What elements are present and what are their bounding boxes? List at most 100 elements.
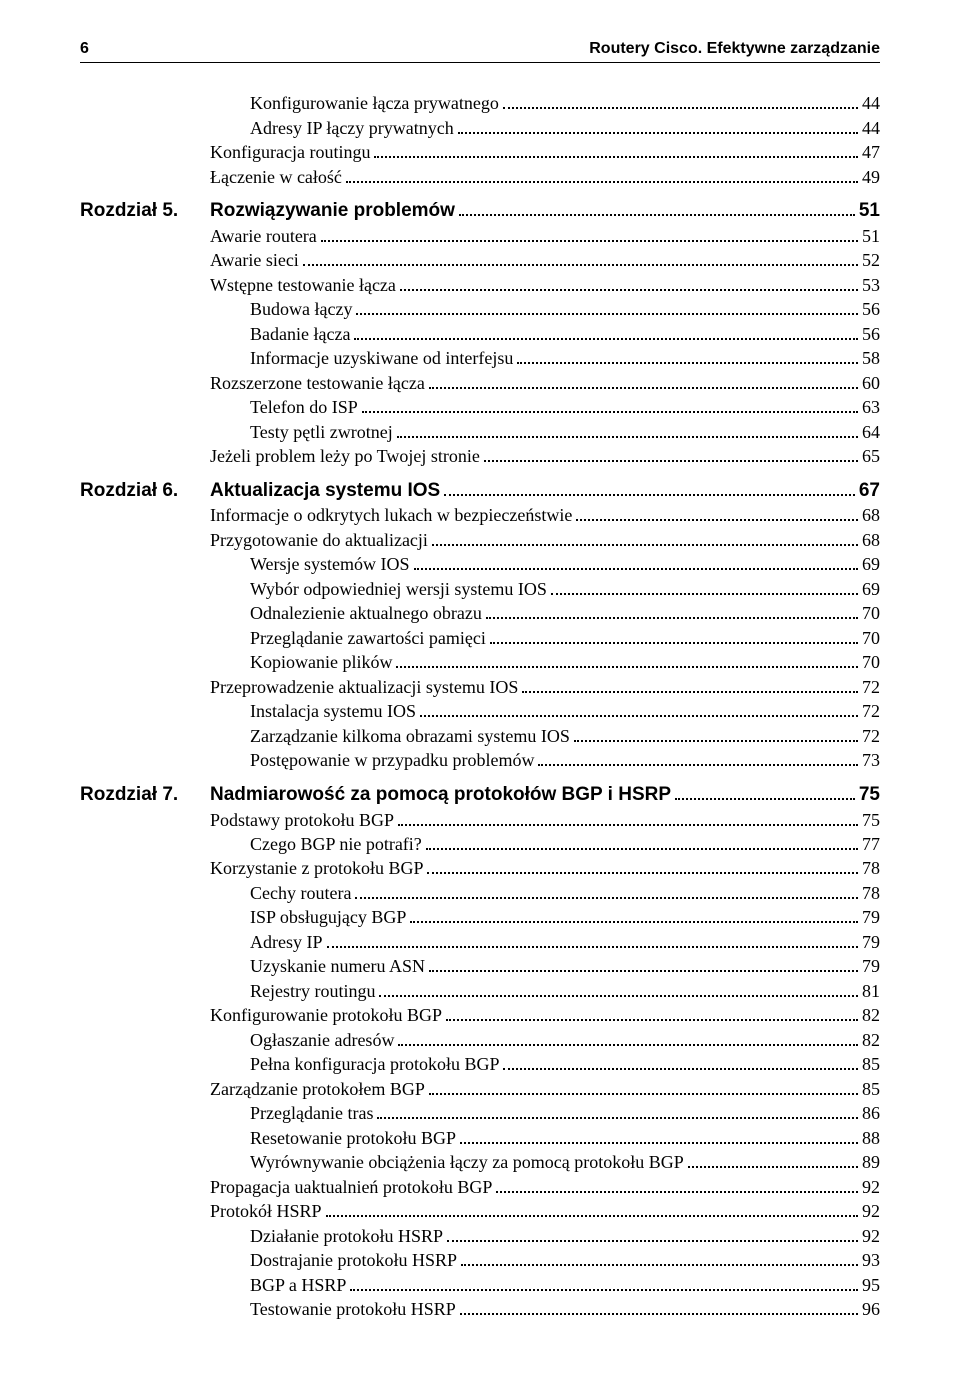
toc-row: Przygotowanie do aktualizacji 68: [210, 528, 880, 552]
toc-page: 75: [859, 782, 880, 808]
toc-row: ISP obsługujący BGP79: [250, 905, 880, 929]
toc-row: Czego BGP nie potrafi? 77: [250, 832, 880, 856]
toc-row: Protokół HSRP 92: [210, 1199, 880, 1223]
toc-leader-dots: [355, 881, 858, 899]
toc-page: 92: [862, 1199, 880, 1223]
toc-label: Budowa łączy: [250, 297, 352, 321]
chapter-prefix: Rozdział 5.: [80, 198, 210, 224]
toc-page: 53: [862, 273, 880, 297]
toc-label: Wstępne testowanie łącza: [210, 273, 396, 297]
toc-page: 56: [862, 322, 880, 346]
toc-page: 86: [862, 1101, 880, 1125]
toc-row: Jeżeli problem leży po Twojej stronie65: [210, 444, 880, 468]
toc-row: Rozdział 6.Aktualizacja systemu IOS67: [80, 477, 880, 504]
toc-leader-dots: [400, 273, 858, 291]
toc-label: Konfiguracja routingu: [210, 140, 370, 164]
toc-leader-dots: [484, 444, 858, 462]
toc-page: 69: [862, 577, 880, 601]
toc-label: Zarządzanie protokołem BGP: [210, 1077, 425, 1101]
toc-label: Czego BGP nie potrafi?: [250, 832, 422, 856]
toc-leader-dots: [414, 552, 858, 570]
toc-leader-dots: [460, 1297, 858, 1315]
toc-label: Instalacja systemu IOS: [250, 699, 416, 723]
toc-page: 93: [862, 1248, 880, 1272]
chapter-prefix: Rozdział 7.: [80, 782, 210, 808]
toc-label: Badanie łącza: [250, 322, 350, 346]
toc-label: Protokół HSRP: [210, 1199, 322, 1223]
chapter-body: Aktualizacja systemu IOS67: [210, 477, 880, 504]
toc-leader-dots: [444, 477, 855, 496]
toc-row: Resetowanie protokołu BGP88: [250, 1126, 880, 1150]
toc-row: Awarie routera51: [210, 224, 880, 248]
toc-page: 89: [862, 1150, 880, 1174]
table-of-contents: Konfigurowanie łącza prywatnego44 Adresy …: [80, 91, 880, 1321]
toc-label: Awarie sieci: [210, 248, 299, 272]
toc-page: 75: [862, 808, 880, 832]
toc-row: Testowanie protokołu HSRP96: [250, 1297, 880, 1321]
toc-leader-dots: [429, 1077, 858, 1095]
toc-page: 82: [862, 1003, 880, 1027]
toc-label: Jeżeli problem leży po Twojej stronie: [210, 444, 480, 468]
toc-label: Informacje o odkrytych lukach w bezpiecz…: [210, 503, 572, 527]
toc-row: Wstępne testowanie łącza 53: [210, 273, 880, 297]
toc-page: 78: [862, 881, 880, 905]
page-number: 6: [80, 40, 89, 58]
toc-leader-dots: [446, 1003, 858, 1021]
toc-page: 77: [862, 832, 880, 856]
toc-row: Pełna konfiguracja protokołu BGP85: [250, 1052, 880, 1076]
toc-label: Przeglądanie zawartości pamięci: [250, 626, 486, 650]
toc-leader-dots: [688, 1150, 858, 1168]
toc-page: 68: [862, 503, 880, 527]
toc-row: Telefon do ISP63: [250, 395, 880, 419]
toc-leader-dots: [432, 528, 858, 546]
toc-label: Rejestry routingu: [250, 979, 375, 1003]
toc-leader-dots: [354, 322, 858, 340]
toc-row: BGP a HSRP95: [250, 1273, 880, 1297]
toc-page: 95: [862, 1273, 880, 1297]
toc-leader-dots: [346, 164, 858, 182]
toc-leader-dots: [486, 601, 858, 619]
toc-label: Uzyskanie numeru ASN: [250, 954, 425, 978]
toc-page: 72: [862, 724, 880, 748]
toc-row: Postępowanie w przypadku problemów73: [250, 748, 880, 772]
toc-page: 67: [859, 478, 880, 504]
toc-row: Propagacja uaktualnień protokołu BGP92: [210, 1175, 880, 1199]
toc-row: Testy pętli zwrotnej64: [250, 420, 880, 444]
toc-leader-dots: [576, 503, 858, 521]
toc-leader-dots: [574, 724, 858, 742]
toc-page: 60: [862, 371, 880, 395]
toc-leader-dots: [538, 748, 858, 766]
toc-row: Odnalezienie aktualnego obrazu70: [250, 601, 880, 625]
toc-label: Podstawy protokołu BGP: [210, 808, 394, 832]
toc-leader-dots: [551, 577, 858, 595]
toc-label: Wersje systemów IOS: [250, 552, 410, 576]
toc-row: Łączenie w całość49: [210, 164, 880, 188]
toc-label: Zarządzanie kilkoma obrazami systemu IOS: [250, 724, 570, 748]
chapter-body: Nadmiarowość za pomocą protokołów BGP i …: [210, 781, 880, 808]
toc-row: Rozszerzone testowanie łącza 60: [210, 371, 880, 395]
toc-label: Testy pętli zwrotnej: [250, 420, 393, 444]
toc-row: Rozdział 7.Nadmiarowość za pomocą protok…: [80, 781, 880, 808]
toc-label: Dostrajanie protokołu HSRP: [250, 1248, 457, 1272]
toc-page: 44: [862, 91, 880, 115]
toc-leader-dots: [447, 1224, 858, 1242]
toc-label: Cechy routera: [250, 881, 351, 905]
toc-label: Przygotowanie do aktualizacji: [210, 528, 428, 552]
toc-page: 58: [862, 346, 880, 370]
toc-label: Rozszerzone testowanie łącza: [210, 371, 425, 395]
toc-leader-dots: [426, 832, 858, 850]
toc-leader-dots: [420, 699, 858, 717]
toc-page: 73: [862, 748, 880, 772]
toc-label: Awarie routera: [210, 224, 317, 248]
toc-label: Przeprowadzenie aktualizacji systemu IOS: [210, 675, 518, 699]
toc-label: Adresy IP: [250, 930, 323, 954]
toc-row: Konfigurowanie łącza prywatnego44: [250, 91, 880, 115]
toc-leader-dots: [459, 197, 855, 216]
toc-row: Zarządzanie protokołem BGP85: [210, 1077, 880, 1101]
toc-row: Badanie łącza 56: [250, 322, 880, 346]
toc-row: Adresy IP79: [250, 930, 880, 954]
toc-page: 68: [862, 528, 880, 552]
toc-page: 69: [862, 552, 880, 576]
toc-leader-dots: [326, 1199, 858, 1217]
toc-leader-dots: [398, 807, 858, 825]
